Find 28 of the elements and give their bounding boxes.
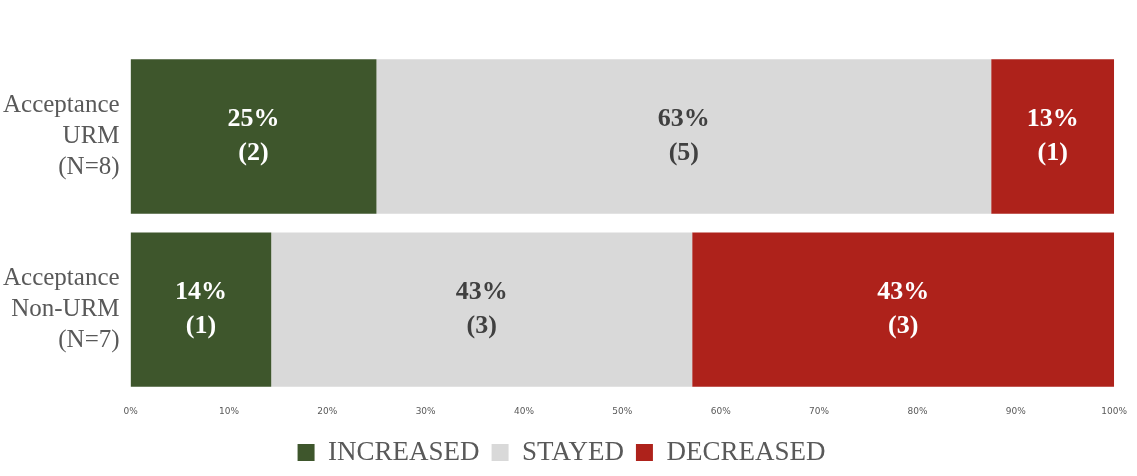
x-tick-label: 10%	[218, 405, 240, 416]
data-label: 63% (5)	[657, 103, 710, 167]
bar	[692, 232, 1115, 387]
x-tick-label: 100%	[1101, 405, 1128, 416]
x-tick-label: 80%	[907, 405, 928, 416]
data-label: 13% (1)	[1026, 103, 1079, 167]
y-tick-label: Acceptance Non-URM (N=7)	[3, 262, 120, 354]
bar	[130, 59, 377, 214]
x-tick-label: 90%	[1005, 405, 1027, 416]
data-label: 14% (1)	[174, 276, 227, 340]
legend-label: INCREASED	[328, 435, 480, 466]
x-tick-label: 30%	[415, 405, 437, 416]
y-tick-label: Acceptance URM (N=8)	[3, 89, 120, 181]
x-tick-label: 0%	[123, 405, 139, 416]
x-tick-label: 60%	[710, 405, 732, 416]
data-label: 43% (3)	[455, 276, 508, 340]
data-label: 43% (3)	[877, 276, 930, 340]
legend-label: DECREASED	[666, 435, 826, 466]
bar	[271, 232, 693, 387]
bar	[376, 59, 992, 214]
bar	[130, 232, 272, 387]
x-tick-label: 50%	[612, 405, 633, 416]
bar	[991, 59, 1115, 214]
x-tick-label: 70%	[809, 405, 830, 416]
legend-label: STAYED	[522, 435, 624, 466]
data-label: 25% (2)	[227, 103, 280, 167]
x-tick-label: 40%	[513, 405, 535, 416]
x-tick-label: 20%	[317, 405, 338, 416]
